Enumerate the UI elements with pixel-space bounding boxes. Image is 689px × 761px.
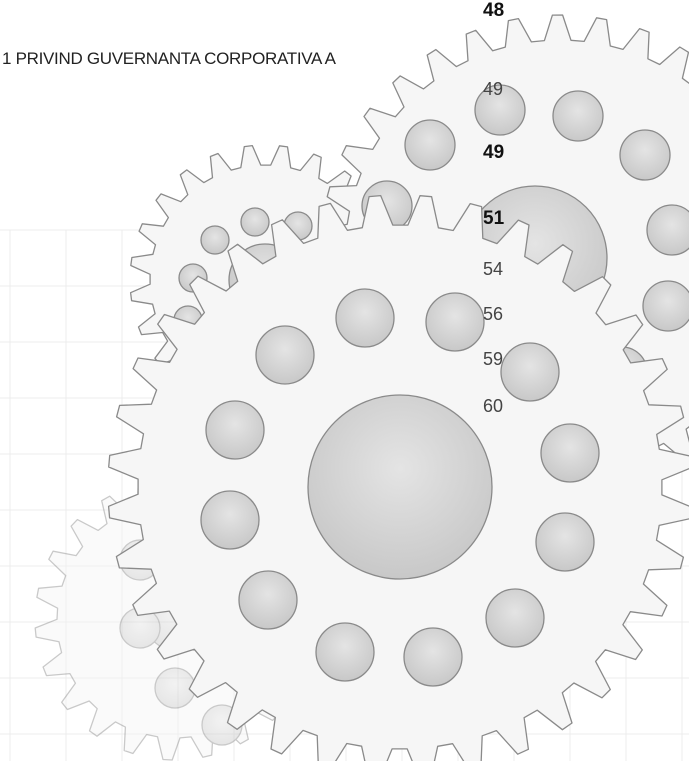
gear-hole [239, 571, 297, 629]
heading: 1 PRIVIND GUVERNANTA CORPORATIVA A [2, 49, 336, 69]
page-number: 56 [483, 304, 503, 325]
gear-hole [486, 589, 544, 647]
page-number: 59 [483, 349, 503, 370]
gear-hole [256, 326, 314, 384]
gear-hole [336, 289, 394, 347]
gear-hole [647, 205, 689, 255]
gear-hole [553, 91, 603, 141]
page-number: 49 [483, 79, 503, 100]
gear-hole [536, 513, 594, 571]
page-number: 49 [483, 142, 504, 164]
gear-hole [201, 491, 259, 549]
page-number: 48 [483, 0, 504, 22]
gear-hole [405, 120, 455, 170]
gear-hole [206, 401, 264, 459]
page-number: 51 [483, 208, 504, 230]
gear-hole [501, 343, 559, 401]
gear-hole [426, 293, 484, 351]
gear-hole [404, 628, 462, 686]
gear-hole [241, 208, 269, 236]
gear [109, 196, 689, 761]
gear-illustration [0, 0, 689, 761]
gear-hole [620, 130, 670, 180]
gear-hole [201, 226, 229, 254]
gear-hub [308, 395, 492, 579]
gear-hole [541, 424, 599, 482]
gear-hole [316, 623, 374, 681]
page-number: 60 [483, 396, 503, 417]
page: {"heading": "1 PRIVIND GUVERNANTA CORPOR… [0, 0, 689, 761]
page-number: 54 [483, 259, 503, 280]
gears [35, 15, 689, 761]
gear-hole [643, 281, 689, 331]
